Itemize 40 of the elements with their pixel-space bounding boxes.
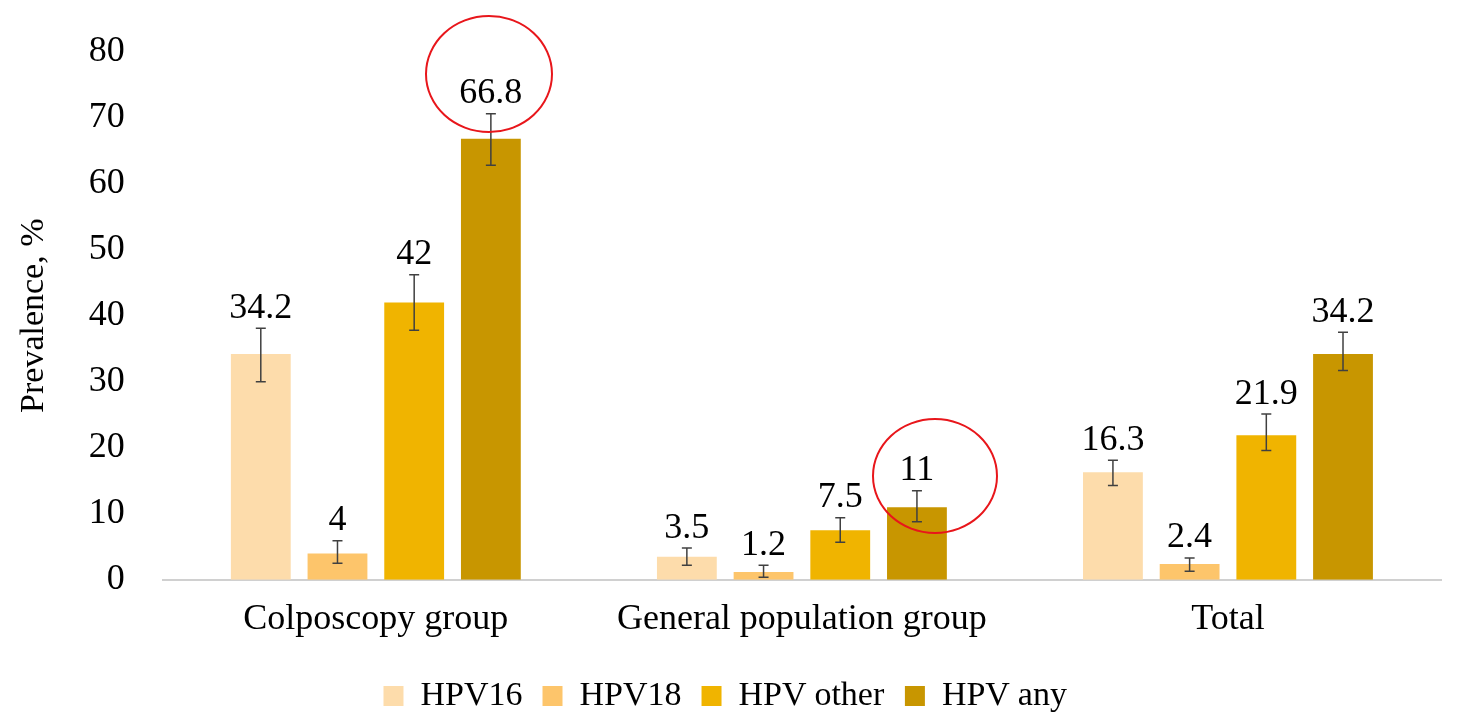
data-label: 4 [328,498,347,539]
y-tick-label: 70 [88,95,125,136]
legend-label: HPV any [941,674,1067,712]
bar [887,507,947,580]
data-label: 1.2 [741,522,787,563]
y-axis-title: Prevalence, % [13,218,51,413]
y-tick-label: 60 [88,161,125,202]
bar [656,556,717,580]
bar [460,138,521,580]
y-tick-label: 0 [106,557,125,598]
bar [1313,354,1373,580]
x-tick-label: General population group [616,596,987,637]
y-tick-label: 40 [88,293,125,334]
data-label: 16.3 [1081,417,1145,458]
y-tick-label: 20 [88,425,125,466]
bar [230,354,291,580]
legend-label: HPV other [738,674,885,712]
bar [1236,435,1297,580]
bar [810,530,871,580]
legend-label: HPV18 [579,674,682,712]
x-tick-label: Total [1191,596,1265,637]
data-label: 7.5 [817,475,863,516]
data-label: 42 [396,232,433,273]
data-label: 11 [899,448,935,489]
legend-label: HPV16 [420,674,523,712]
y-tick-label: 50 [88,227,125,268]
data-label: 2.4 [1167,515,1213,556]
y-tick-label: 10 [88,491,125,532]
data-label: 34.2 [1311,289,1375,330]
data-label: 21.9 [1234,371,1298,412]
bar [1159,563,1220,580]
data-label: 66.8 [459,71,523,112]
y-tick-label: 30 [88,359,125,400]
y-tick-label: 80 [88,29,125,70]
bar [384,302,445,580]
data-label: 3.5 [664,505,710,546]
bar [307,553,368,580]
data-label: 34.2 [229,285,293,326]
x-tick-label: Colposcopy group [243,596,509,637]
bar [1083,472,1143,580]
